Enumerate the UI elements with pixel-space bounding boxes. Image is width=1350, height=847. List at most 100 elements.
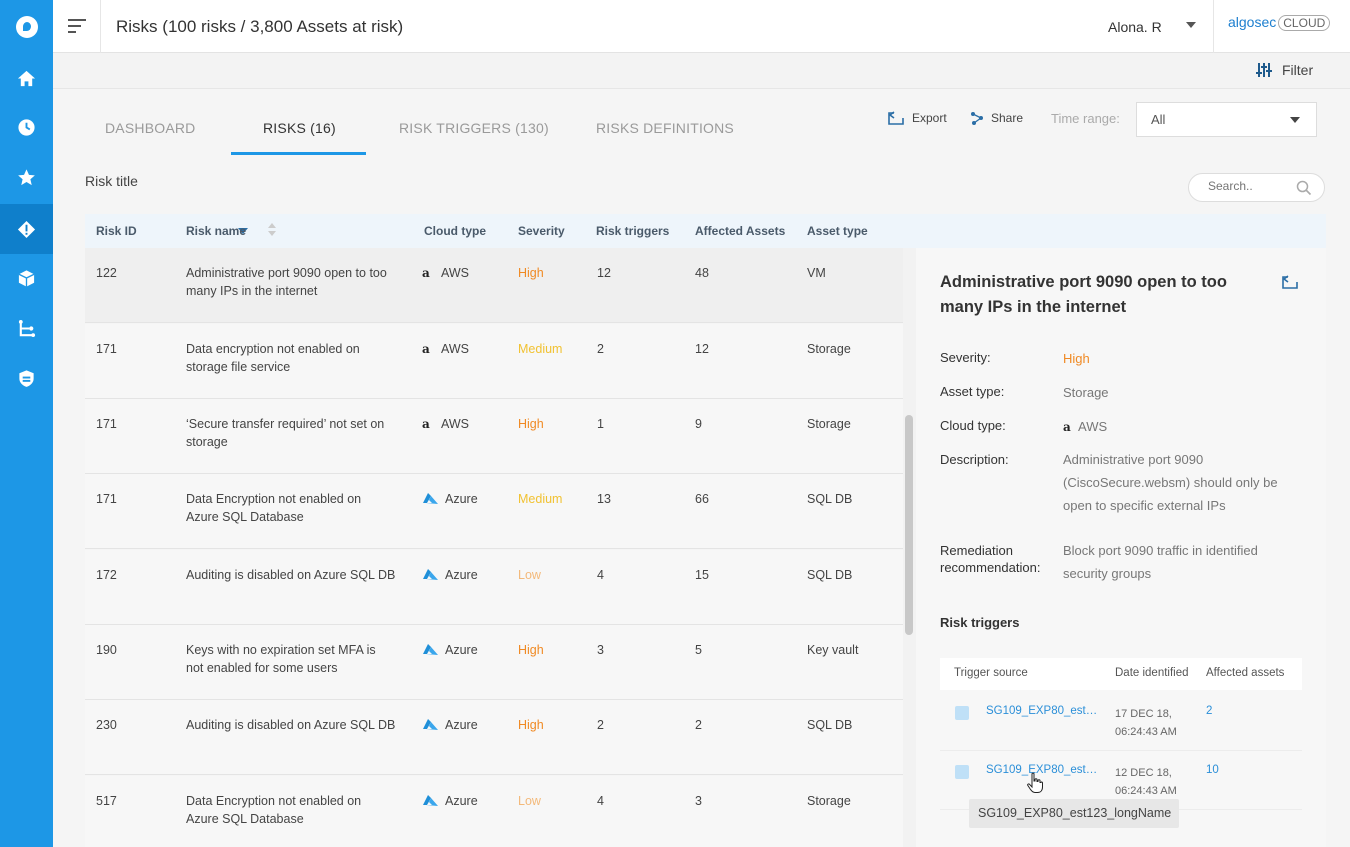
brand-cloud: CLOUD	[1278, 15, 1331, 31]
risk-name: Data encryption not enabled on storage f…	[186, 342, 360, 374]
col-date-identified[interactable]: Date identified	[1115, 667, 1189, 679]
date-identified: 12 DEC 18, 06:24:43 AM	[1115, 767, 1177, 797]
row-checkbox[interactable]	[955, 706, 969, 720]
home-icon[interactable]	[0, 53, 53, 103]
asset-type: SQL DB	[807, 568, 853, 582]
brand-logo: algosec CLOUD	[1228, 14, 1331, 31]
affected-assets: 5	[695, 643, 702, 657]
risk-triggers-title: Risk triggers	[940, 615, 1020, 630]
divider	[1213, 0, 1214, 53]
risk-triggers: 1	[597, 417, 604, 431]
col-severity[interactable]: Severity	[518, 224, 565, 238]
brand-name: algosec	[1228, 14, 1277, 30]
col-affected-assets[interactable]: Affected assets	[1206, 667, 1285, 679]
row-checkbox[interactable]	[955, 765, 969, 779]
app-logo-icon[interactable]	[0, 0, 53, 53]
risk-triggers: 3	[597, 643, 604, 657]
risk-id: 171	[96, 342, 117, 356]
table-row[interactable]: 172 Auditing is disabled on Azure SQL DB…	[85, 550, 903, 625]
cloud-type: a AWS	[422, 417, 469, 431]
description-label: Description:	[940, 452, 1009, 467]
export-label: Export	[912, 111, 947, 125]
user-name[interactable]: Alona. R	[1108, 19, 1162, 35]
time-range-select[interactable]: All	[1136, 102, 1317, 137]
severity: High	[518, 417, 544, 431]
affected-assets-link[interactable]: 2	[1206, 705, 1213, 717]
tab-risks-definitions[interactable]: RISKS DEFINITIONS	[596, 120, 734, 136]
cloud-type: Azure	[422, 794, 478, 808]
star-icon[interactable]	[0, 152, 53, 202]
tab-risks[interactable]: RISKS (16)	[263, 120, 336, 136]
azure-icon	[423, 795, 438, 806]
tab-risk-triggers[interactable]: RISK TRIGGERS (130)	[399, 120, 549, 136]
table-row[interactable]: 517 Data Encryption not enabled on Azure…	[85, 776, 903, 847]
risk-title-label: Risk title	[85, 173, 138, 189]
risk-alert-icon[interactable]	[0, 204, 53, 254]
trigger-source-link[interactable]: SG109_EXP80_est…	[986, 705, 1098, 717]
table-row[interactable]: 171 ‘Secure transfer required’ not set o…	[85, 399, 903, 474]
trigger-row[interactable]: SG109_EXP80_est… 17 DEC 18, 06:24:43 AM …	[940, 692, 1302, 751]
risk-name: ‘Secure transfer required’ not set on st…	[186, 417, 385, 449]
severity: High	[518, 718, 544, 732]
share-button[interactable]: Share	[970, 111, 1023, 125]
risk-id: 171	[96, 492, 117, 506]
risk-triggers: 12	[597, 266, 611, 280]
table-row[interactable]: 190 Keys with no expiration set MFA is n…	[85, 625, 903, 700]
col-risk-id[interactable]: Risk ID	[96, 224, 137, 238]
tab-dashboard[interactable]: DASHBOARD	[105, 120, 196, 136]
col-risk-name[interactable]: Risk name	[186, 224, 247, 238]
azure-icon	[423, 719, 438, 730]
trigger-source-link[interactable]: SG109_EXP80_est…	[986, 764, 1098, 776]
col-cloud-type[interactable]: Cloud type	[424, 224, 486, 238]
menu-sort-icon[interactable]	[68, 17, 88, 35]
active-tab-indicator	[231, 152, 366, 155]
cloud-type: Azure	[422, 568, 478, 582]
risk-name: Data Encryption not enabled on Azure SQL…	[186, 794, 362, 826]
asset-type: Storage	[807, 342, 851, 356]
severity-value: High	[1063, 351, 1090, 366]
table-row[interactable]: 122 Administrative port 9090 open to too…	[85, 248, 903, 323]
col-risk-triggers[interactable]: Risk triggers	[596, 224, 670, 238]
col-affected-assets[interactable]: Affected Assets	[695, 224, 786, 238]
sliders-icon	[1256, 63, 1272, 77]
affected-assets: 9	[695, 417, 702, 431]
share-label: Share	[991, 111, 1024, 125]
time-range-value: All	[1151, 112, 1166, 127]
export-button[interactable]: Export	[888, 111, 947, 125]
chevron-down-icon[interactable]	[1186, 22, 1196, 28]
severity: High	[518, 643, 544, 657]
export-icon[interactable]	[1282, 275, 1299, 289]
table-header: Risk ID Risk name Cloud type Severity Ri…	[85, 214, 1326, 248]
shield-icon[interactable]	[0, 353, 53, 403]
col-asset-type[interactable]: Asset type	[807, 224, 868, 238]
severity-label: Severity:	[940, 350, 991, 365]
trigger-row[interactable]: SG109_EXP80_est… 12 DEC 18, 06:24:43 AM …	[940, 751, 1302, 810]
affected-assets-link[interactable]: 10	[1206, 764, 1219, 776]
risk-name: Auditing is disabled on Azure SQL DB	[186, 718, 396, 732]
tree-icon[interactable]	[0, 303, 53, 353]
clock-icon[interactable]	[0, 102, 53, 152]
search-box[interactable]	[1188, 173, 1325, 202]
filter-bar: Filter	[53, 53, 1350, 89]
filter-button[interactable]: Filter	[1256, 62, 1313, 78]
scrollbar-thumb[interactable]	[905, 415, 913, 635]
table-row[interactable]: 230 Auditing is disabled on Azure SQL DB…	[85, 700, 903, 775]
cube-icon[interactable]	[0, 253, 53, 303]
left-nav	[0, 0, 53, 847]
risk-triggers: 4	[597, 568, 604, 582]
date-identified: 17 DEC 18, 06:24:43 AM	[1115, 708, 1177, 738]
affected-assets: 2	[695, 718, 702, 732]
table-row[interactable]: 171 Data encryption not enabled on stora…	[85, 324, 903, 399]
cloud-type-label: AWS	[441, 266, 470, 280]
cloud-type-label: Cloud type:	[940, 418, 1006, 433]
col-trigger-source[interactable]: Trigger source	[954, 667, 1028, 679]
chevron-down-icon	[1290, 117, 1300, 123]
sort-icon[interactable]	[268, 223, 276, 237]
table-row[interactable]: 171 Data Encryption not enabled on Azure…	[85, 474, 903, 549]
search-input[interactable]	[1208, 179, 1288, 193]
cloud-type-label: Azure	[445, 794, 478, 808]
sort-desc-icon[interactable]	[238, 228, 248, 234]
search-icon[interactable]	[1296, 180, 1312, 196]
aws-icon: a	[1063, 420, 1071, 434]
asset-type-label: Asset type:	[940, 384, 1005, 399]
